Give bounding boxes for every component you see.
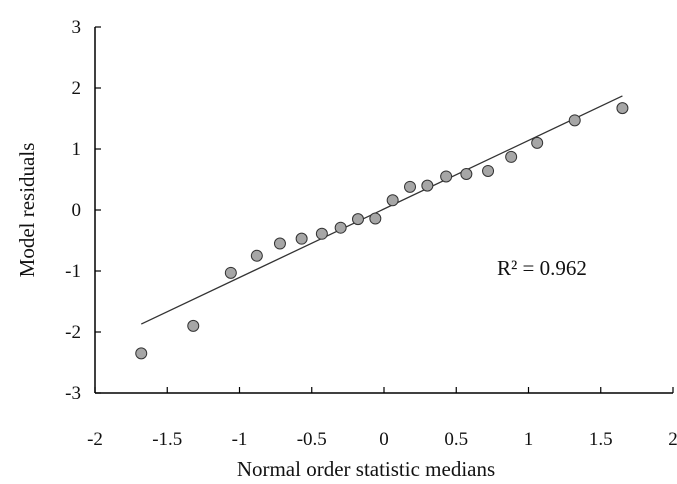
r-squared-annotation: R² = 0.962 (497, 256, 587, 280)
data-point (224, 266, 237, 279)
data-point (440, 170, 453, 183)
x-tick-label: -1.5 (152, 429, 182, 450)
data-point (568, 114, 581, 127)
x-tick-label: 2 (668, 429, 677, 450)
y-tick-label: 3 (72, 17, 82, 38)
data-point (334, 221, 347, 234)
data-point (315, 227, 328, 240)
data-point (135, 347, 148, 360)
x-tick-label: -1 (232, 429, 248, 450)
x-tick-label: 1.5 (589, 429, 613, 450)
data-point (250, 249, 263, 262)
x-tick-label: 1 (524, 429, 534, 450)
data-point (505, 150, 518, 163)
y-tick-label: 2 (72, 78, 82, 99)
y-tick-label: -3 (65, 383, 81, 404)
data-point (404, 180, 417, 193)
data-point (531, 136, 544, 149)
y-tick-label: 0 (72, 200, 82, 221)
data-point (460, 168, 473, 181)
y-tick-label: 1 (72, 139, 82, 160)
axes (94, 27, 673, 394)
y-tick-label: -1 (65, 261, 81, 282)
y-tick-label: -2 (65, 322, 81, 343)
x-tick-label: -2 (87, 429, 103, 450)
data-point (386, 194, 399, 207)
x-axis-title: Normal order statistic medians (237, 457, 495, 481)
x-tick-label: 0.5 (444, 429, 468, 450)
points-group (135, 102, 629, 360)
x-tick-label: 0 (379, 429, 389, 450)
data-point (369, 212, 382, 225)
data-point (295, 232, 308, 245)
data-point (273, 237, 286, 250)
ticks: -3 -2 -1 0 1 2 3 -2 -1.5 -1 -0.5 0 0.5 1 1.5 2 (65, 17, 677, 450)
data-point (616, 102, 629, 115)
data-point (187, 319, 200, 332)
data-point (351, 213, 364, 226)
trendline (140, 95, 623, 325)
data-point (482, 164, 495, 177)
y-axis-title: Model residuals (15, 143, 39, 278)
x-tick-label: -0.5 (297, 429, 327, 450)
data-point (421, 179, 434, 192)
trendline-group (140, 95, 623, 325)
